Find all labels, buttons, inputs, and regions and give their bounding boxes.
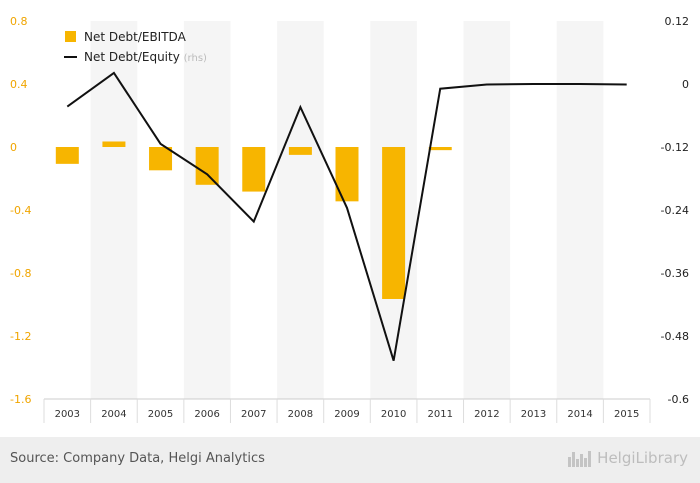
bar [428, 147, 452, 151]
category-band [556, 21, 604, 399]
x-axis-tick-label: 2005 [148, 409, 173, 420]
x-axis-tick-label: 2012 [474, 409, 499, 420]
legend-label: Net Debt/Equity (rhs) [84, 50, 207, 64]
left-axis-tick-label: -0.8 [10, 267, 31, 280]
legend-rhs-suffix: (rhs) [184, 53, 207, 64]
bar [195, 147, 219, 185]
category-band [463, 21, 511, 399]
right-axis-tick-label: -0.24 [661, 204, 689, 217]
bar [335, 147, 359, 202]
right-axis-tick-label: -0.48 [661, 330, 689, 343]
right-axis-tick-label: 0 [682, 78, 689, 91]
brand-logo: HelgiLibrary [567, 449, 688, 467]
category-band [277, 21, 324, 399]
x-axis-tick-label: 2014 [567, 409, 592, 420]
right-axis-tick-label: -0.12 [661, 141, 689, 154]
x-axis-tick-label: 2006 [194, 409, 219, 420]
category-band [183, 21, 231, 399]
bar [242, 147, 266, 192]
source-note: Source: Company Data, Helgi Analytics [10, 451, 265, 466]
right-axis-tick-label: 0.12 [665, 15, 690, 28]
x-axis-tick-label: 2009 [334, 409, 359, 420]
x-axis-tick-label: 2008 [288, 409, 313, 420]
right-axis-tick-label: -0.36 [661, 267, 689, 280]
left-axis-tick-label: 0.4 [10, 78, 28, 91]
bar [149, 147, 173, 171]
footer: Source: Company Data, Helgi Analytics He… [0, 437, 700, 483]
x-axis-tick-label: 2011 [428, 409, 453, 420]
x-axis-tick-label: 2007 [241, 409, 266, 420]
legend-label: Net Debt/EBITDA [84, 30, 187, 44]
category-bands [90, 21, 604, 399]
bar [102, 141, 126, 147]
x-axis-tick-label: 2010 [381, 409, 406, 420]
left-axis-tick-label: -1.2 [10, 330, 31, 343]
line-series [66, 71, 627, 361]
city-skyline-icon [568, 451, 592, 467]
chart: 0.8 0.4 0 -0.4 -0.8 -1.2 -1.6 0.12 0 -0.12 -0.24 -… [10, 15, 689, 423]
brand-name: HelgiLibrary [597, 449, 688, 467]
x-axis-tick-label: 2003 [55, 409, 80, 420]
x-axis-tick-label: 2004 [101, 409, 126, 420]
legend: Net Debt/EBITDA Net Debt/Equity (rhs) [64, 30, 207, 64]
category-band [90, 21, 138, 399]
x-axis-tick-label: 2015 [614, 409, 639, 420]
left-axis-tick-label: -1.6 [10, 393, 31, 406]
x-axis: 2003 2004 2005 2006 2007 2008 2009 2010 2011 2012… [43, 398, 651, 423]
left-axis: 0.8 0.4 0 -0.4 -0.8 -1.2 -1.6 [10, 15, 31, 406]
bar-series [55, 141, 452, 299]
right-axis-tick-label: -0.6 [668, 393, 689, 406]
bar [55, 147, 79, 164]
bar [382, 147, 406, 299]
x-axis-tick-label: 2013 [521, 409, 546, 420]
left-axis-tick-label: 0 [10, 141, 17, 154]
series-line [66, 71, 627, 361]
legend-swatch-bar [65, 31, 76, 42]
left-axis-tick-label: -0.4 [10, 204, 31, 217]
left-axis-tick-label: 0.8 [10, 15, 28, 28]
right-axis: 0.12 0 -0.12 -0.24 -0.36 -0.48 -0.6 [661, 15, 689, 406]
bar [288, 147, 312, 155]
